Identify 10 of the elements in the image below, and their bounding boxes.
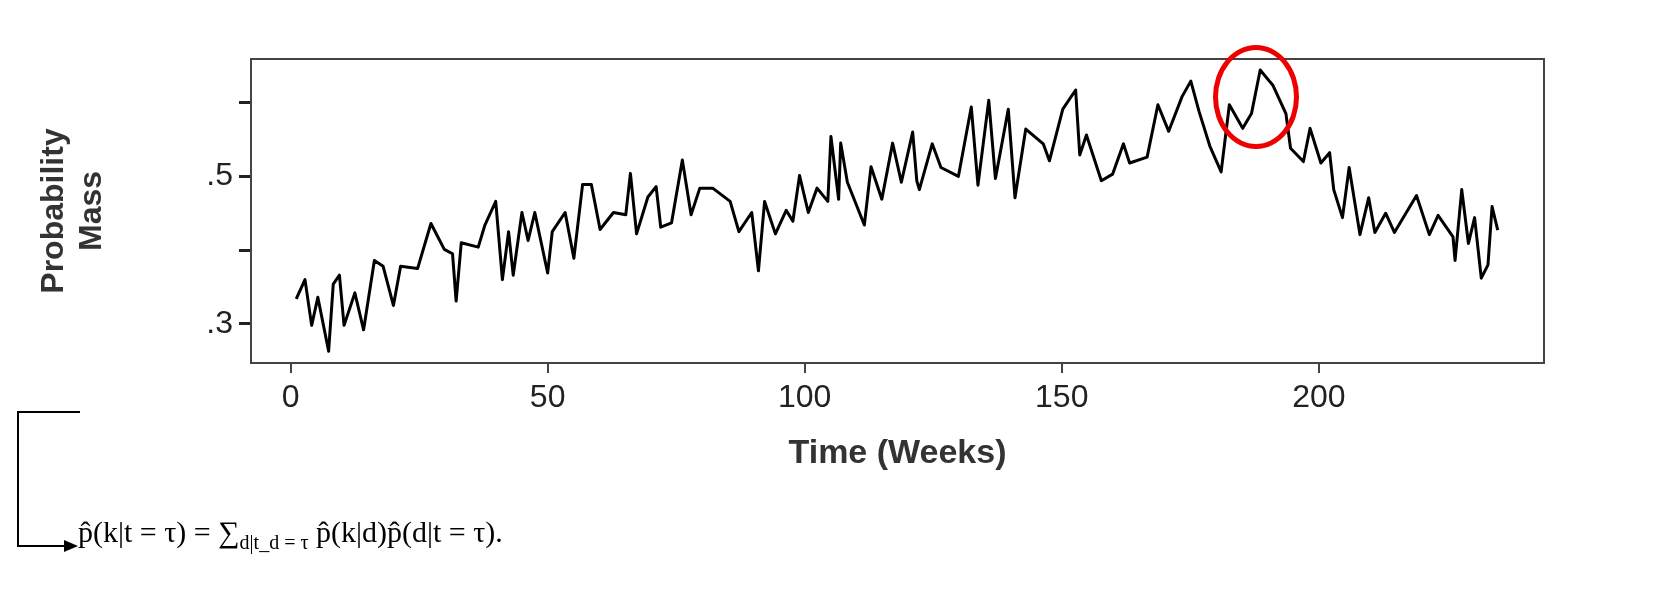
x-tick-label: 200 xyxy=(1292,378,1346,415)
x-tick-label: 100 xyxy=(778,378,832,415)
x-tick-label: 150 xyxy=(1035,378,1089,415)
y-axis-title: Probability Mass xyxy=(34,128,109,294)
x-tick-label: 50 xyxy=(529,378,566,415)
x-axis-title: Time (Weeks) xyxy=(788,431,1007,470)
y-tick-label: .5 xyxy=(206,156,233,193)
text: p̂(k|t = τ) = ∑$_{d|t_d = τ}$ p̂(k|d)p̂(d|t = τ). xyxy=(78,515,503,554)
x-tick-label: 0 xyxy=(281,378,300,415)
y-tick-label: .3 xyxy=(206,303,233,340)
